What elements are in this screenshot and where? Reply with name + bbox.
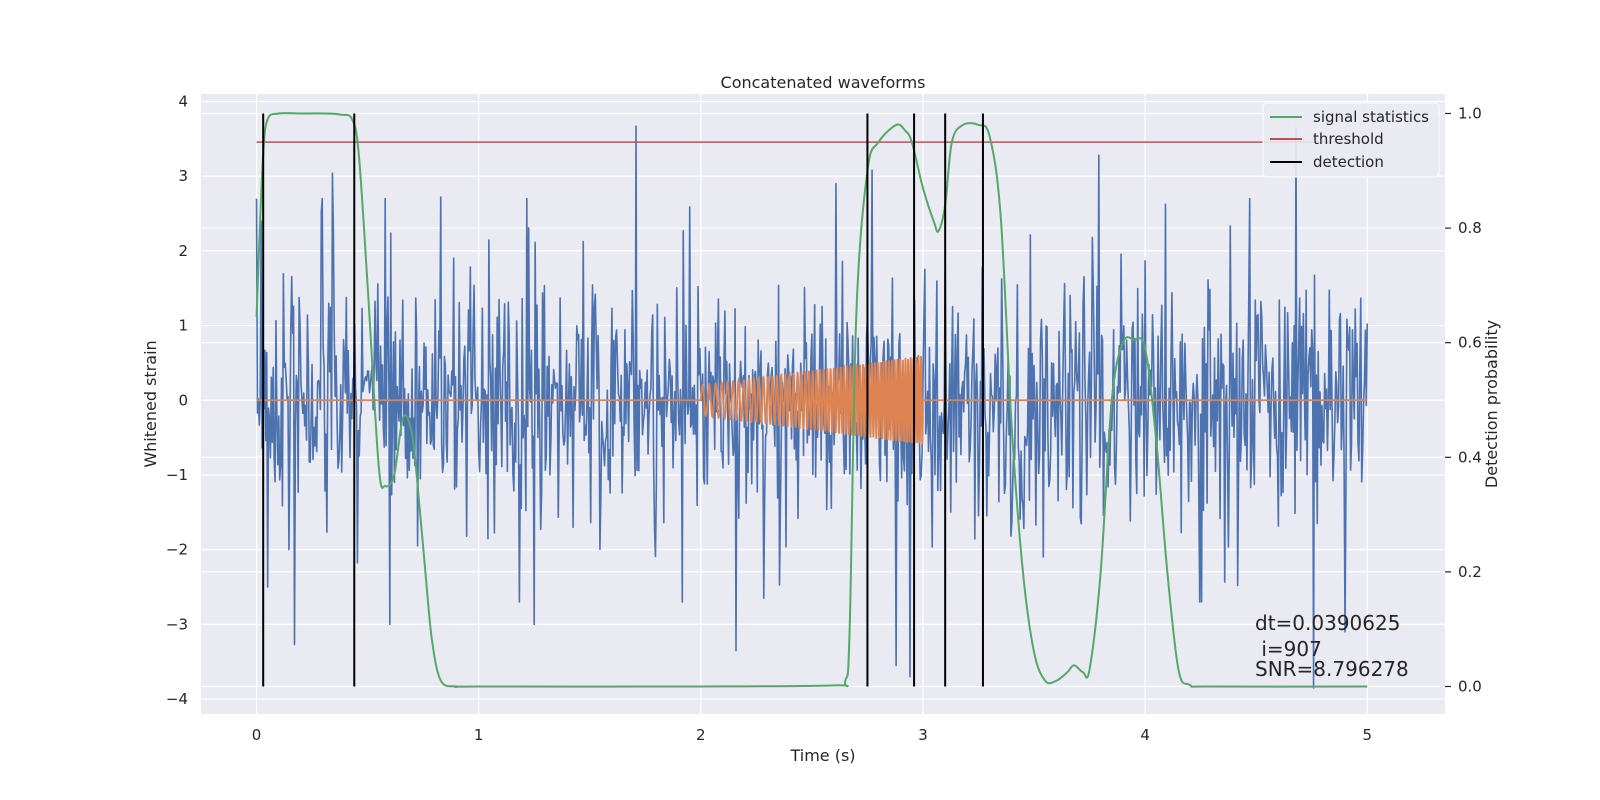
- y2-tick-label: 0.0: [1458, 677, 1482, 695]
- y-tick-label: 2: [178, 242, 188, 260]
- y2-tick-label: 0.2: [1458, 563, 1482, 581]
- legend-label-signal-statistics: signal statistics: [1313, 108, 1429, 126]
- legend-label-threshold: threshold: [1313, 130, 1384, 148]
- y-tick-label: −4: [166, 690, 188, 708]
- noise-line: [255, 125, 1369, 689]
- x-tick-labels: 0 1 2 3 4 5: [252, 726, 1372, 744]
- y-tick-label: 1: [178, 317, 188, 335]
- y2-tick-labels: 0.0 0.2 0.4 0.6 0.8 1.0: [1445, 104, 1482, 695]
- x-tick-label: 5: [1362, 726, 1372, 744]
- y2-axis-label: Detection probability: [1482, 320, 1501, 488]
- legend: signal statistics threshold detection: [1262, 102, 1440, 178]
- legend-label-detection: detection: [1313, 153, 1384, 171]
- y2-tick-label: 0.4: [1458, 448, 1482, 466]
- x-tick-label: 3: [918, 726, 928, 744]
- x-axis-label: Time (s): [789, 746, 855, 765]
- chart-title: Concatenated waveforms: [721, 73, 926, 92]
- y-tick-label: −2: [166, 541, 188, 559]
- y-tick-label: −1: [166, 466, 188, 484]
- x-tick-label: 1: [474, 726, 484, 744]
- annotation-i: i=907: [1255, 637, 1322, 661]
- annotation-dt: dt=0.0390625: [1255, 611, 1400, 635]
- detection-series: [262, 113, 984, 687]
- y2-tick-label: 0.6: [1458, 334, 1482, 352]
- y2-tick-label: 0.8: [1458, 219, 1482, 237]
- x-tick-label: 2: [696, 726, 706, 744]
- x-tick-label: 0: [252, 726, 262, 744]
- annotation-snr: SNR=8.796278: [1255, 657, 1409, 681]
- y-axis-label: Whitened strain: [141, 340, 160, 467]
- y2-tick-label: 1.0: [1458, 104, 1482, 122]
- y-tick-label: 4: [178, 92, 188, 110]
- x-tick-label: 4: [1140, 726, 1150, 744]
- y-tick-label: −3: [166, 615, 188, 633]
- signal-statistics-series: [255, 112, 1368, 688]
- y-tick-label: 0: [178, 391, 188, 409]
- y-tick-labels: −4 −3 −2 −1 0 1 2 3 4: [166, 92, 188, 708]
- injection-line: [256, 355, 1368, 445]
- noise-series: [255, 125, 1369, 689]
- y-tick-label: 3: [178, 167, 188, 185]
- injection-series: [256, 355, 1368, 445]
- legend-box: [1262, 102, 1440, 178]
- signal-statistics-line: [255, 112, 1368, 688]
